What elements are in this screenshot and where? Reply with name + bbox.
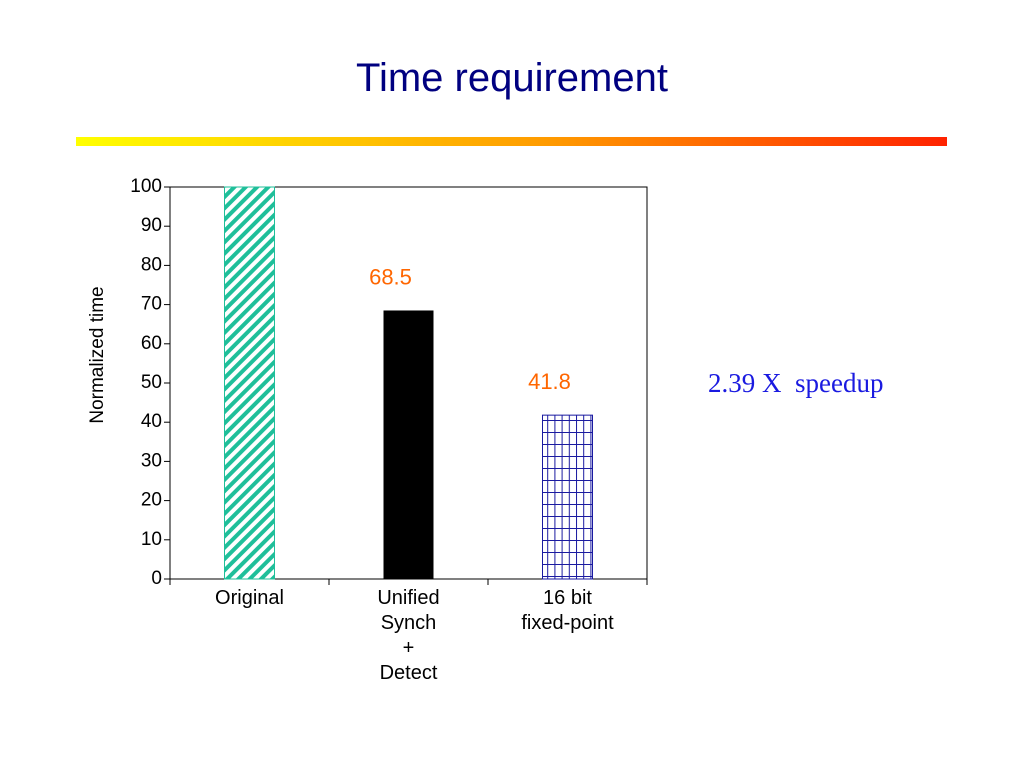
bar: [224, 186, 275, 580]
bar: [383, 310, 434, 579]
y-tick-label: 90: [141, 215, 162, 236]
y-tick-label: 50: [141, 372, 162, 393]
title-rule: [76, 137, 947, 146]
y-tick-label: 30: [141, 450, 162, 471]
value-label: 41.8: [528, 369, 571, 394]
annotation: 2.39 X speedup: [708, 368, 884, 398]
y-tick-label: 10: [141, 529, 162, 550]
bar: [542, 414, 593, 580]
y-axis-label: Normalized time: [87, 286, 108, 423]
x-tick-label: Original: [215, 587, 284, 609]
x-tick-label: Unified Synch + Detect: [377, 587, 440, 684]
y-tick-label: 100: [130, 176, 162, 197]
slide-title: Time requirement: [356, 56, 668, 100]
y-tick-label: 60: [141, 333, 162, 354]
value-label: 68.5: [369, 264, 412, 289]
y-tick-label: 20: [141, 490, 162, 511]
x-tick-label: 16 bit fixed-point: [521, 587, 614, 634]
y-tick-label: 70: [141, 294, 162, 315]
y-tick-label: 0: [151, 568, 162, 589]
y-tick-label: 40: [141, 411, 162, 432]
y-tick-label: 80: [141, 254, 162, 275]
